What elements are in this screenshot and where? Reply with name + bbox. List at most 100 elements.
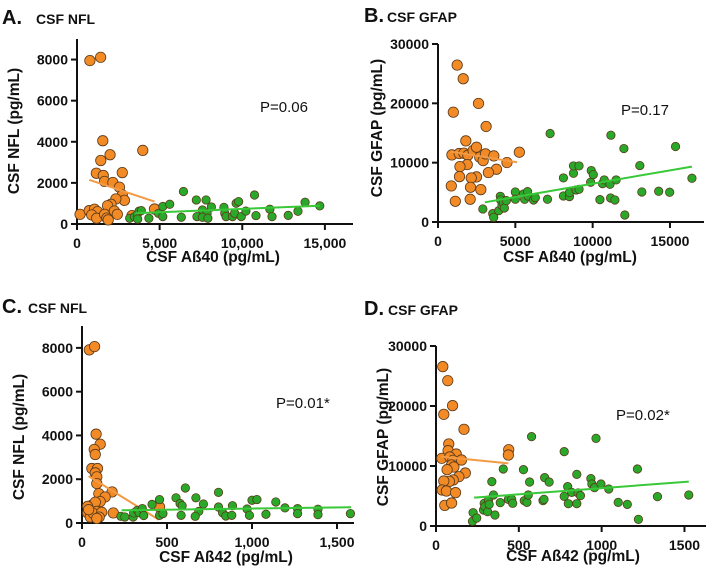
y-tick-label: 30000 [388,338,427,354]
x-tick-label: 1500 [669,537,700,553]
group2-point [300,197,310,207]
group1-regression-line [440,455,509,465]
group1-point [464,181,477,193]
group1-point [116,167,128,179]
y-tick-label: 8000 [37,52,68,68]
group1-point [453,171,466,183]
group2-point [572,469,582,479]
group1-point [95,51,107,63]
group1-point [460,135,472,147]
group1-point [458,423,470,435]
panel-d: D. CSF GFAP 0 500 1000 1500 0 10000 20000 30000 CS… [364,298,706,565]
group1-point [84,54,96,67]
panel-b: B. CSF GFAP 0 5000 10000 15000 0 10000 20000 3000… [364,5,704,266]
group1-regression-line [88,178,155,203]
group2-point [559,447,569,457]
group2-point [637,187,647,197]
group2-point [244,510,255,520]
group2-point [487,477,497,487]
x-tick-label: 5,000 [142,235,177,251]
group2-point [227,510,237,520]
p-value-annotation: P=0.06 [260,99,308,116]
panel-title: CSF GFAP [388,302,458,318]
x-tick-label: 15000 [651,233,690,249]
panel-a: A. CSF NFL 0 5,000 10,000 15,000 0 2000 4000 6000… [2,7,353,266]
panel-letter: B. [364,5,384,27]
group2-point [619,143,629,154]
group1-point [445,497,458,509]
panel-title: CSF GFAP [387,9,457,25]
group2-point [633,514,644,524]
panel-title: CSF NFL [28,300,88,316]
x-tick-label: 500 [155,534,179,550]
group2-point [572,499,582,509]
group2-point [542,194,553,204]
x-tick-label: 15,000 [303,235,346,251]
group2-point [191,195,201,205]
group2-point [620,210,630,220]
group2-point [292,508,303,519]
x-tick-label: 500 [507,537,531,553]
group1-point [89,448,101,461]
y-tick-label: 20000 [390,95,429,111]
group2-point [635,160,645,171]
group2-point [261,509,271,519]
group1-point [502,449,514,461]
group2-point [251,210,261,221]
group2-point [518,465,529,475]
group2-point [652,492,663,502]
group2-point [558,173,569,183]
group1-point [475,184,487,196]
panel-c: C. CSF NFL 0 500 1,000 1,500 0 2000 4000 6000 8000… [2,296,356,566]
group1-point [83,504,95,516]
group2-point [622,499,632,509]
y-tick-label: 8000 [42,340,73,356]
group2-point [313,510,323,520]
y-axis-label: CSF NFL (pg/mL) [6,68,23,194]
y-tick-label: 20000 [388,398,427,414]
x-tick-label: 0 [73,235,81,251]
y-axis-label: CSF GFAP (pg/mL) [375,368,392,506]
group2-point [544,477,554,487]
x-tick-label: 5000 [500,233,531,249]
x-tick-label: 0 [432,537,440,553]
group1-point [464,193,476,205]
group2-point [213,487,224,497]
group2-point [495,498,505,508]
group2-regression-line [484,165,693,204]
group2-point [591,433,601,443]
group1-point [438,408,450,420]
x-axis-label: CSF Aß40 (pg/mL) [503,249,637,266]
group2-point [472,513,482,523]
y-tick-label: 0 [421,214,429,230]
p-value-annotation: P=0.02* [616,407,670,424]
group2-point [522,497,532,507]
x-tick-label: 0 [434,233,442,249]
group1-point [111,208,123,220]
group2-point [158,212,168,222]
y-tick-label: 2000 [42,471,73,487]
group2-point [559,491,569,501]
group2-point [687,173,697,183]
group1-point [90,428,102,440]
group2-point [252,494,262,505]
y-axis-label: CSF GFAP (pg/mL) [369,59,386,197]
group2-point [670,141,681,152]
group2-point [120,512,130,522]
group2-point [508,498,518,508]
group2-regression-line [121,506,352,512]
group2-point [133,214,143,224]
group2-point [632,464,643,474]
group2-point [203,213,213,223]
group1-point [440,485,453,497]
group2-point [165,199,175,209]
group2-point [345,508,356,519]
panel-letter: C. [2,296,22,318]
group1-point [482,166,495,179]
group2-point [267,212,277,222]
group2-point [539,494,549,504]
group2-point [190,511,200,521]
x-tick-label: 1,500 [319,534,354,550]
x-tick-label: 0 [78,534,86,550]
